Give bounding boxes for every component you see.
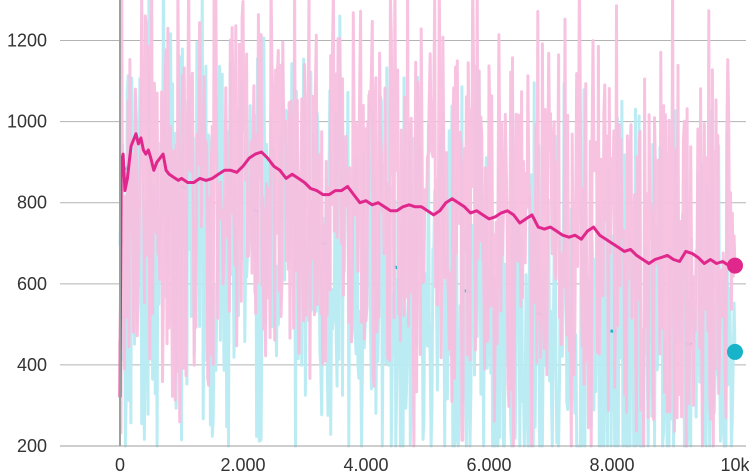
y-tick-label: 600 bbox=[17, 274, 47, 294]
x-tick-label: 2.000 bbox=[220, 455, 265, 475]
series-group bbox=[118, 0, 737, 448]
y-tick-label: 200 bbox=[17, 436, 47, 456]
x-tick-label: 4.000 bbox=[343, 455, 388, 475]
series-end-marker bbox=[727, 257, 743, 274]
series-line-smoothed bbox=[118, 132, 735, 398]
y-tick-label: 1000 bbox=[7, 112, 47, 132]
x-tick-label: 0 bbox=[115, 455, 125, 475]
y-tick-label: 800 bbox=[17, 193, 47, 213]
x-tick-label: 10k bbox=[720, 455, 749, 475]
end-markers bbox=[727, 257, 743, 360]
series-line-raw bbox=[118, 0, 737, 448]
x-tick-label: 6.000 bbox=[466, 455, 511, 475]
y-tick-label: 400 bbox=[17, 355, 47, 375]
axes bbox=[60, 0, 746, 447]
tick-labels: 200 400 600 800 1000 1200 0 2.000 4.000 6.000 8.00… bbox=[7, 31, 749, 475]
series-end-marker bbox=[727, 343, 743, 360]
x-tick-label: 8.000 bbox=[589, 455, 634, 475]
y-tick-label: 1200 bbox=[7, 31, 47, 51]
